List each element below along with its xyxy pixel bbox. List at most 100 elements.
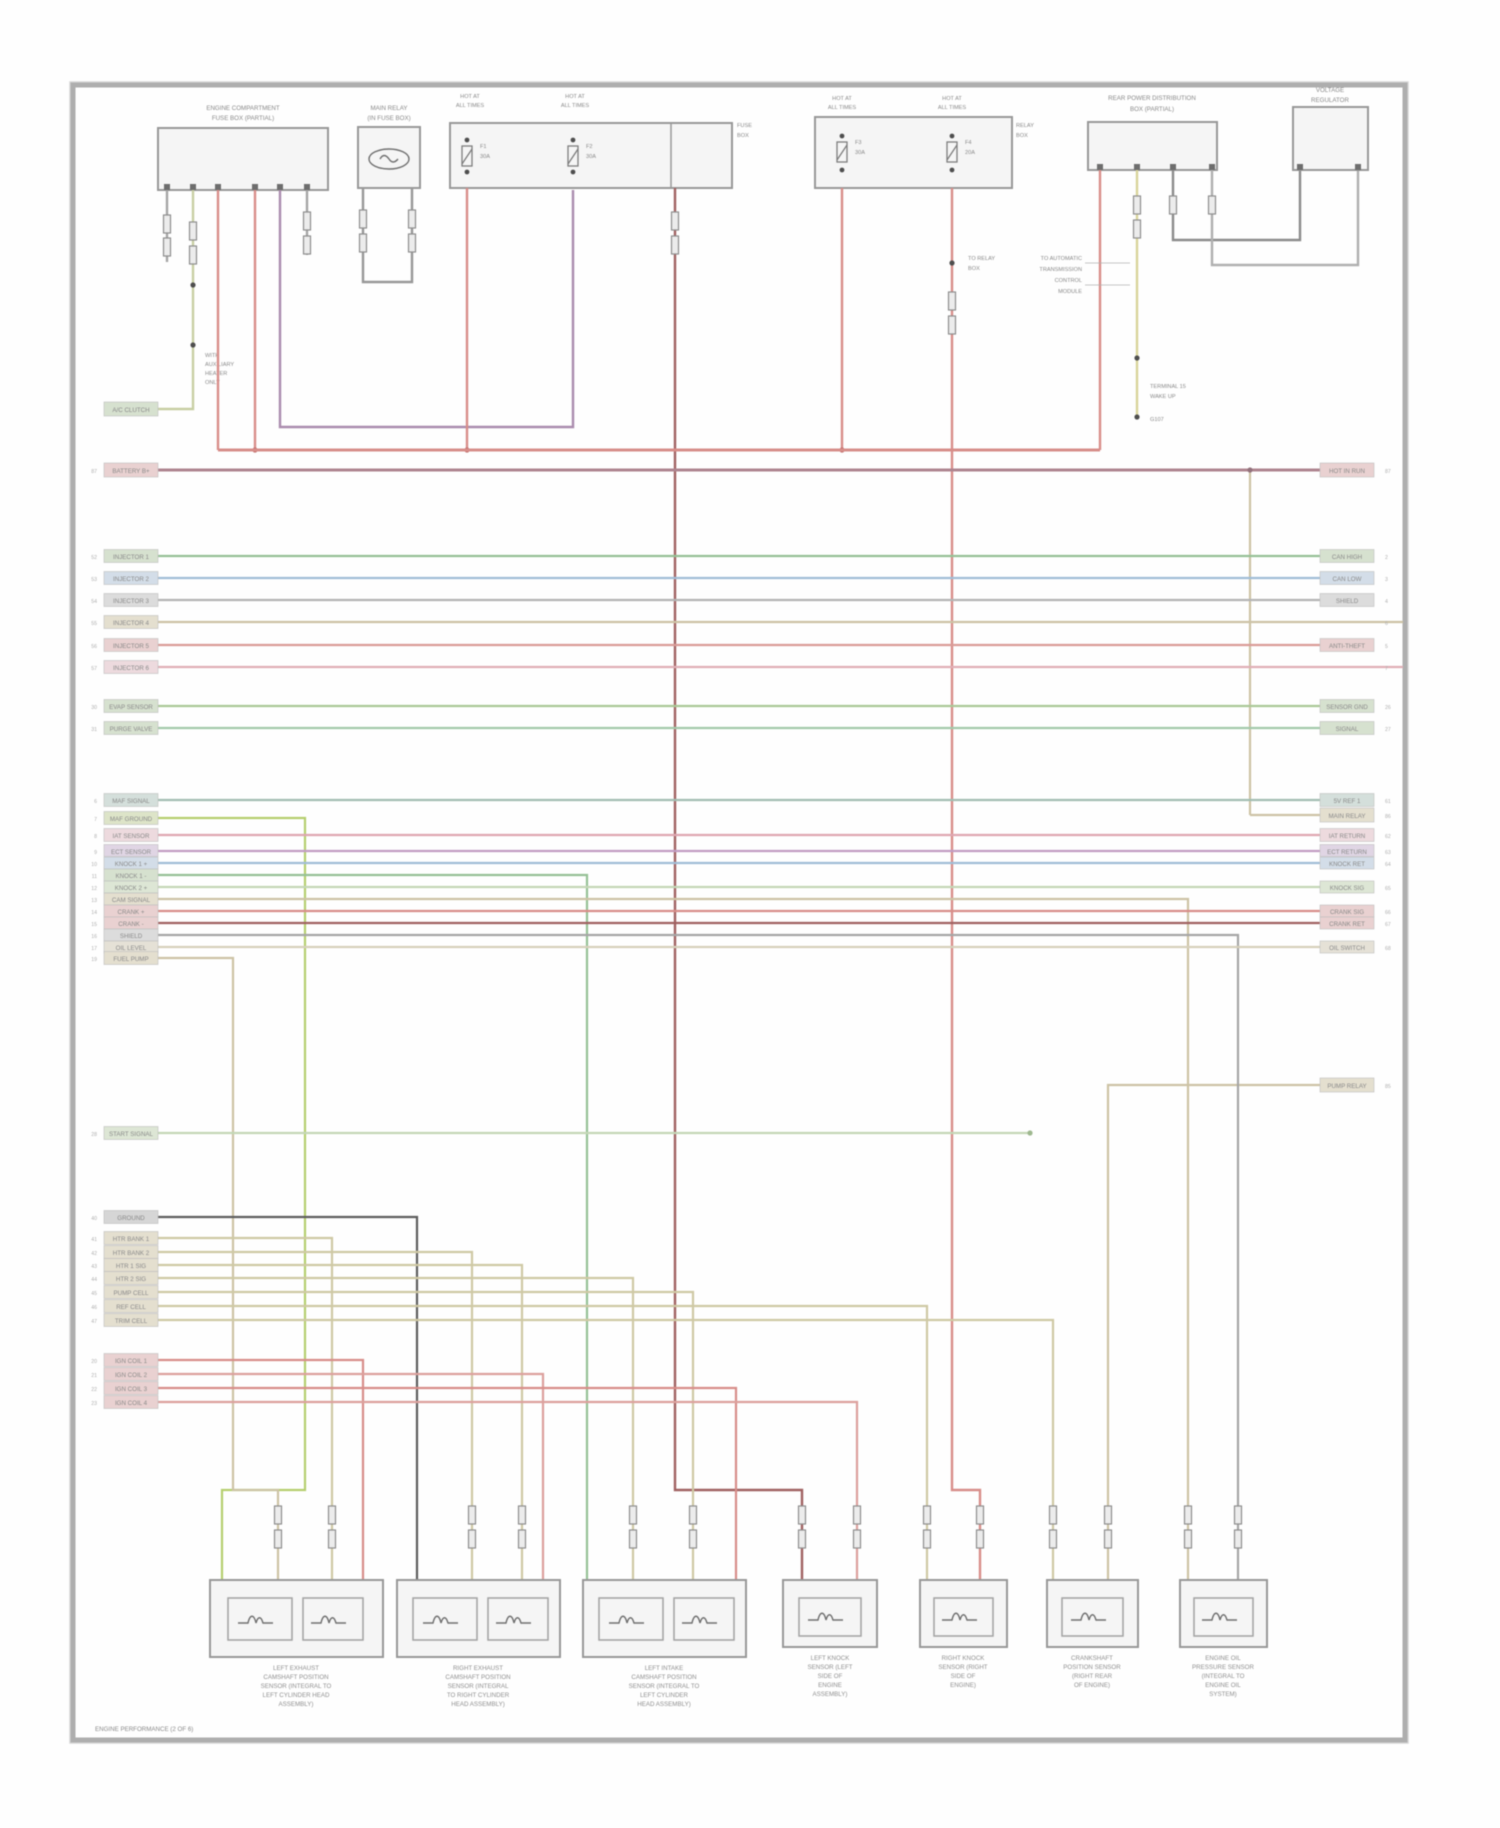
note-text: TO AUTOMATIC — [1041, 256, 1082, 262]
connector — [188, 221, 198, 241]
page-frame-outer — [69, 81, 1409, 1744]
fuse-terminal — [464, 169, 470, 175]
pin-number: 46 — [91, 1305, 97, 1311]
wire-group-2: EVAP SENSOR 30 PURGE VALVE 31 SENSOR GND… — [91, 699, 1391, 735]
wire-label-text: INJECTOR 3 — [113, 598, 150, 605]
wire-label — [103, 593, 159, 607]
sensor-icon — [238, 1615, 273, 1624]
pin-number: 27 — [1385, 727, 1391, 733]
wire-label — [1319, 880, 1375, 894]
pin-number: 57 — [91, 666, 97, 672]
component-caption: SIDE OF — [951, 1673, 976, 1680]
sensor-element — [933, 1597, 994, 1637]
pin — [1355, 164, 1361, 170]
component-right-knock-sensor: RIGHT KNOCK SENSOR (RIGHT SIDE OF ENGINE… — [919, 1579, 1008, 1689]
component-fuse-box-2: HOT AT ALL TIMES HOT AT ALL TIMES F3 30A… — [814, 96, 1034, 189]
fuse-label: 30A — [855, 150, 865, 156]
pin-number: 86 — [1385, 814, 1391, 820]
pin-number: 61 — [1385, 799, 1391, 805]
component-box — [449, 122, 733, 189]
wire-label-text: CAN HIGH — [1332, 554, 1362, 561]
wire-label — [103, 828, 159, 842]
fuse-icon — [836, 144, 848, 161]
connector — [947, 315, 957, 335]
component-label: MAIN RELAY — [370, 105, 407, 112]
sensor-element — [1193, 1597, 1254, 1637]
wire-g4-4 — [158, 1276, 635, 1580]
pin-number: 21 — [91, 1373, 97, 1379]
wire-label-text: KNOCK RET — [1329, 861, 1365, 868]
connector — [1132, 195, 1142, 215]
wire-label — [103, 660, 159, 674]
wire-label — [103, 1313, 159, 1327]
fuse-terminal — [570, 169, 576, 175]
ground-label: G107 — [1150, 417, 1164, 423]
pin-number: 47 — [91, 1319, 97, 1325]
pin-number: 66 — [1385, 910, 1391, 916]
wire-label-text: TRIM CELL — [115, 1318, 148, 1325]
component-caption: RIGHT KNOCK — [942, 1655, 986, 1662]
component-right-exhaust-cam-sensor: RIGHT EXHAUST CAMSHAFT POSITION SENSOR (… — [396, 1579, 561, 1708]
pin-number: 23 — [91, 1401, 97, 1407]
wire-g3-10 — [158, 933, 1240, 1580]
wire-label — [103, 721, 159, 735]
pin-number: 53 — [91, 577, 97, 583]
pin-number: 15 — [91, 922, 97, 928]
component-caption: LEFT EXHAUST — [273, 1665, 319, 1672]
wire-dark-gray-loop — [1171, 170, 1302, 242]
component-caption: SENSOR (LEFT — [807, 1664, 852, 1671]
component-left-exhaust-cam-sensor: LEFT EXHAUST CAMSHAFT POSITION SENSOR (I… — [209, 1579, 384, 1708]
wire-label-text: INJECTOR 1 — [113, 554, 150, 561]
connector — [302, 211, 312, 231]
wire-label — [1319, 856, 1375, 870]
wire-label — [1319, 549, 1375, 563]
component-label: FUSE BOX (PARTIAL) — [212, 115, 274, 122]
fuse-icon — [946, 141, 958, 163]
pin-number: 13 — [91, 898, 97, 904]
wire-group-3: MAF SIGNAL 6 MAF GROUND 7 IAT SENSOR 8 E… — [91, 793, 1391, 1580]
connector — [688, 1529, 698, 1549]
connector — [1233, 1505, 1243, 1525]
wire-label — [1319, 940, 1375, 954]
wire-label-text: INJECTOR 5 — [113, 643, 150, 650]
component-caption: SENSOR (RIGHT — [938, 1664, 987, 1671]
wire-label-text: CAM SIGNAL — [112, 897, 151, 904]
pin-number: 62 — [1385, 834, 1391, 840]
fuse-banner: ALL TIMES — [938, 105, 967, 111]
wire-label-text: HTR BANK 1 — [113, 1236, 150, 1243]
connector — [922, 1505, 932, 1525]
wire-label-text: IAT RETURN — [1329, 833, 1366, 840]
wire-label — [103, 1126, 159, 1140]
component-caption: ENGINE — [818, 1682, 842, 1689]
sensor-element — [302, 1597, 364, 1641]
fuse-terminal — [839, 133, 845, 139]
wire-label-text: KNOCK SIG — [1330, 885, 1365, 892]
component-side-label: FUSE — [737, 123, 752, 129]
wire-label-text: A/C CLUTCH — [112, 407, 149, 414]
wire-g4-7 — [158, 1318, 1055, 1580]
connector — [670, 211, 680, 231]
wire-label — [1319, 1077, 1375, 1093]
wire-g4-2 — [158, 1250, 474, 1580]
wire-label-text: FUEL PUMP — [113, 956, 148, 963]
component-caption: LEFT INTAKE — [645, 1665, 684, 1672]
connector — [1183, 1529, 1193, 1549]
pin — [190, 184, 196, 190]
component-label: (IN FUSE BOX) — [367, 115, 410, 122]
wire-label-text: PUMP RELAY — [1327, 1083, 1366, 1090]
component-caption: RIGHT EXHAUST — [453, 1665, 503, 1672]
component-label: BOX (PARTIAL) — [1130, 106, 1174, 113]
component-caption: TO RIGHT CYLINDER — [447, 1692, 510, 1699]
pin-number: 30 — [91, 705, 97, 711]
wire-label — [1319, 462, 1375, 478]
pin-number: 54 — [91, 599, 97, 605]
wire-label — [103, 549, 159, 563]
wire-gray-loop — [361, 188, 414, 284]
connector — [1132, 219, 1142, 239]
connector — [467, 1529, 477, 1549]
wire-label-text: IGN COIL 3 — [115, 1386, 148, 1393]
pin-number: 44 — [91, 1277, 97, 1283]
note-text: AUXILIARY — [205, 362, 234, 368]
fuse-icon — [461, 145, 473, 167]
